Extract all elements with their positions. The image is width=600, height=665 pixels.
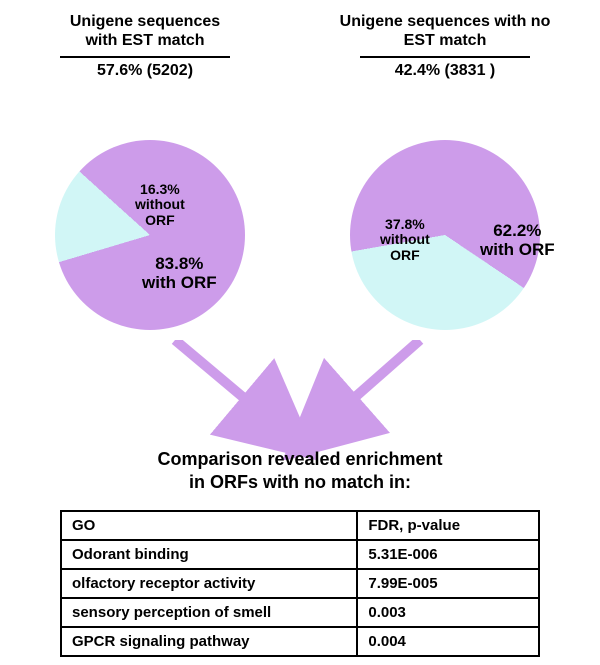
right-rule [360, 56, 530, 58]
caption-line-1: Comparison revealed enrichment [157, 449, 442, 469]
right-subtitle: 42.4% (3831 ) [320, 62, 570, 80]
pie-left-without-t2: ORF [145, 212, 175, 228]
th-go: GO [61, 511, 357, 540]
right-header: Unigene sequences with no EST match 42.4… [320, 12, 570, 80]
left-subtitle: 57.6% (5202) [30, 62, 260, 80]
pies-area: 16.3% without ORF 83.8% with ORF 37.8% w… [0, 130, 600, 360]
table-row: Odorant binding5.31E-006 [61, 540, 539, 569]
pie-left-without-pct: 16.3% [140, 181, 180, 197]
td-fdr: 0.004 [357, 627, 539, 656]
th-fdr: FDR, p-value [357, 511, 539, 540]
td-fdr: 7.99E-005 [357, 569, 539, 598]
pie-left-label-without: 16.3% without ORF [135, 182, 185, 228]
pie-left-with-txt: with ORF [142, 273, 217, 292]
pie-left-without-t1: without [135, 196, 185, 212]
td-go: GPCR signaling pathway [61, 627, 357, 656]
pie-right-without-pct: 37.8% [385, 216, 425, 232]
enrichment-table: GO FDR, p-value Odorant binding5.31E-006… [60, 510, 540, 657]
table-row: olfactory receptor activity7.99E-005 [61, 569, 539, 598]
pie-left-with-pct: 83.8% [155, 254, 203, 273]
pie-left-label-with: 83.8% with ORF [142, 255, 217, 292]
left-title-2: with EST match [30, 31, 260, 50]
caption: Comparison revealed enrichment in ORFs w… [0, 448, 600, 493]
pie-right-label-with: 62.2% with ORF [480, 222, 555, 259]
left-header: Unigene sequences with EST match 57.6% (… [30, 12, 260, 80]
td-go: sensory perception of smell [61, 598, 357, 627]
pie-right-without-t1: without [380, 231, 430, 247]
pie-right-with-txt: with ORF [480, 240, 555, 259]
enrichment-table-wrap: GO FDR, p-value Odorant binding5.31E-006… [60, 510, 540, 657]
pie-left [55, 140, 245, 330]
td-go: olfactory receptor activity [61, 569, 357, 598]
pie-right-label-without: 37.8% without ORF [380, 217, 430, 263]
table-row: GPCR signaling pathway0.004 [61, 627, 539, 656]
caption-line-2: in ORFs with no match in: [189, 472, 411, 492]
table-row: sensory perception of smell0.003 [61, 598, 539, 627]
left-title-1: Unigene sequences [30, 12, 260, 31]
pie-right-with-pct: 62.2% [493, 221, 541, 240]
table-body: Odorant binding5.31E-006olfactory recept… [61, 540, 539, 656]
table-header-row: GO FDR, p-value [61, 511, 539, 540]
pie-right-without-t2: ORF [390, 247, 420, 263]
right-title-1: Unigene sequences with no [320, 12, 570, 31]
right-title-2: EST match [320, 31, 570, 50]
td-go: Odorant binding [61, 540, 357, 569]
td-fdr: 0.003 [357, 598, 539, 627]
td-fdr: 5.31E-006 [357, 540, 539, 569]
left-rule [60, 56, 230, 58]
